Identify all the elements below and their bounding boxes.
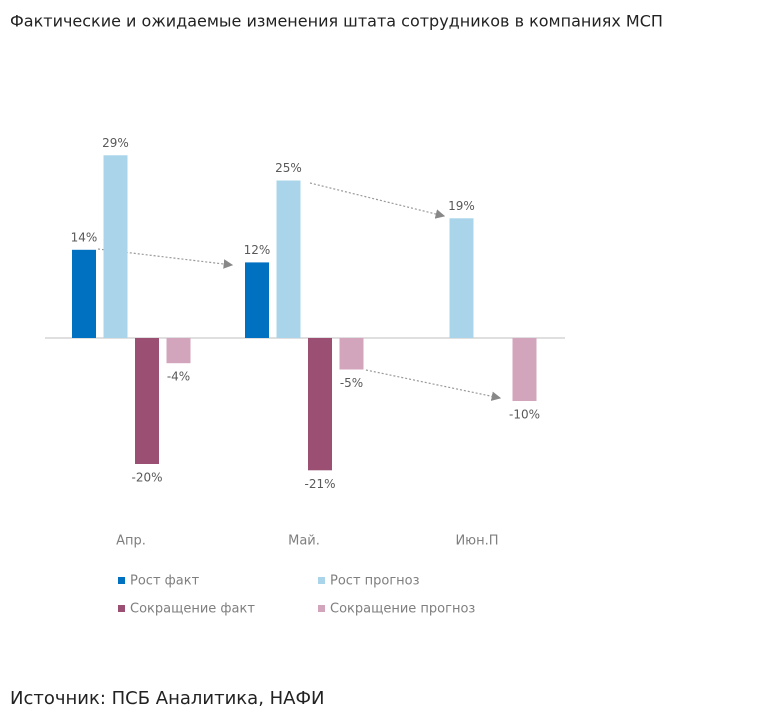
- legend-marker: [118, 577, 125, 584]
- x-tick-label: Июн.П: [455, 534, 498, 549]
- bar: [166, 338, 191, 364]
- value-label: -4%: [167, 370, 190, 384]
- bar: [308, 338, 332, 471]
- value-label: 12%: [244, 243, 271, 257]
- value-label: 29%: [102, 136, 129, 150]
- value-label: -20%: [131, 471, 162, 485]
- trend-arrows: [97, 182, 502, 401]
- x-tick-label: Май.: [288, 534, 320, 549]
- trend-arrow: [309, 182, 446, 219]
- legend-marker: [318, 577, 325, 584]
- legend-label: Рост факт: [130, 574, 200, 589]
- legend-label: Сокращение факт: [130, 602, 255, 617]
- value-label: 14%: [71, 230, 98, 244]
- legend-marker: [318, 605, 325, 612]
- bar: [339, 338, 364, 370]
- bar: [276, 180, 301, 338]
- trend-arrow: [97, 248, 234, 269]
- value-label: -21%: [304, 477, 335, 491]
- value-label: 25%: [275, 161, 302, 175]
- bar: [103, 155, 128, 338]
- bar: [245, 262, 269, 338]
- chart-title: Фактические и ожидаемые изменения штата …: [10, 12, 663, 31]
- bar: [72, 249, 96, 338]
- legend-label: Рост прогноз: [330, 574, 420, 589]
- value-label: -5%: [340, 376, 363, 390]
- value-label: -10%: [509, 408, 540, 422]
- bar: [449, 218, 474, 338]
- x-tick-label: Апр.: [116, 534, 146, 549]
- bar: [512, 338, 537, 401]
- source: Источник: ПСБ Аналитика, НАФИ: [10, 688, 324, 709]
- trend-arrow: [365, 369, 502, 401]
- legend-label: Сокращение прогноз: [330, 602, 475, 617]
- value-label: 19%: [448, 199, 475, 213]
- bar: [135, 338, 159, 464]
- legend-marker: [118, 605, 125, 612]
